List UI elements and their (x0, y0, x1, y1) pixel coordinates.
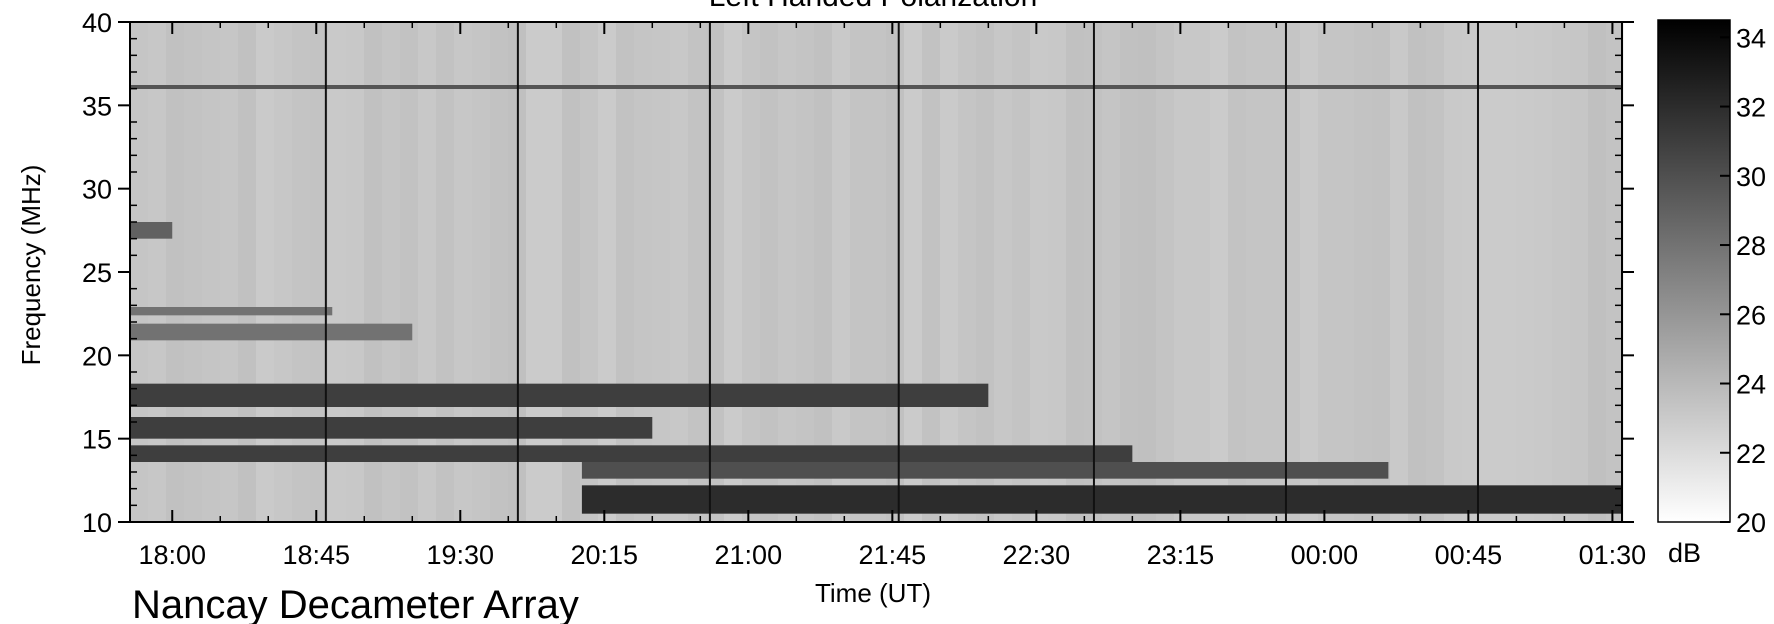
x-tick-label: 22:30 (1003, 540, 1071, 570)
emission-band (130, 222, 173, 239)
spectrogram-column (1480, 22, 1498, 522)
spectrogram-column (1138, 22, 1156, 522)
emission-band (130, 307, 333, 316)
y-tick-label: 25 (82, 258, 112, 288)
x-tick-label: 00:45 (1435, 540, 1503, 570)
spectrogram-column (1516, 22, 1534, 522)
x-tick-label: 23:15 (1147, 540, 1215, 570)
spectrogram-column (1210, 22, 1228, 522)
x-tick-label: 21:45 (859, 540, 927, 570)
colorbar-tick-label: 28 (1736, 231, 1766, 261)
spectrogram-column (1354, 22, 1372, 522)
interference-line-36mhz (130, 85, 1622, 89)
spectrogram-column (1462, 22, 1480, 522)
spectrogram-column (1552, 22, 1570, 522)
spectrogram-column (1498, 22, 1516, 522)
spectrogram-column (1156, 22, 1174, 522)
colorbar-tick-label: 24 (1736, 370, 1766, 400)
x-tick-label: 19:30 (426, 540, 494, 570)
spectrogram-column (1030, 22, 1048, 522)
spectrogram-column (1570, 22, 1588, 522)
colorbar-frame (1657, 19, 1731, 523)
colorbar-label: dB (1668, 538, 1701, 568)
colorbar-tick-label: 20 (1736, 508, 1766, 538)
spectrogram-column (1102, 22, 1120, 522)
spectrogram-column (1408, 22, 1426, 522)
colorbar-tick-label: 34 (1736, 23, 1766, 53)
spectrogram-column (1048, 22, 1066, 522)
colorbar-tick-label: 26 (1736, 300, 1766, 330)
y-axis: 10 15 20 25 30 35 40 (82, 8, 1634, 538)
y-tick-label: 20 (82, 341, 112, 371)
y-tick-label: 10 (82, 508, 112, 538)
spectrogram-column (1390, 22, 1408, 522)
spectrogram-column (1606, 22, 1624, 522)
instrument-name: Nancay Decameter Array (132, 583, 579, 624)
x-tick-label: 18:45 (282, 540, 350, 570)
emission-bands (130, 222, 1623, 514)
spectrogram-column (1444, 22, 1462, 522)
colorbar-ticks: 20 22 24 26 28 30 32 34 (1720, 23, 1766, 538)
colorbar-tick-label: 22 (1736, 439, 1766, 469)
spectrogram-column (1372, 22, 1390, 522)
chart-title: Left Handed Polarization (709, 0, 1038, 13)
y-tick-label: 30 (82, 175, 112, 205)
x-tick-label: 01:30 (1579, 540, 1647, 570)
colorbar-tick-label: 30 (1736, 162, 1766, 192)
colorbar-tick-label: 32 (1736, 93, 1766, 123)
x-tick-label: 20:15 (571, 540, 639, 570)
spectrogram-column (1318, 22, 1336, 522)
colorbar (1658, 20, 1730, 522)
spectrogram-column (1012, 22, 1030, 522)
emission-band (130, 445, 1133, 462)
emission-band (581, 462, 1389, 479)
x-tick-label: 00:00 (1291, 540, 1359, 570)
y-axis-label: Frequency (MHz) (16, 165, 46, 366)
spectrogram-column (1426, 22, 1444, 522)
spectrogram-column (1246, 22, 1264, 522)
spectrogram-column (1300, 22, 1318, 522)
spectrogram-column (1228, 22, 1246, 522)
emission-band (130, 383, 989, 407)
spectrogram-column (994, 22, 1012, 522)
spectrogram-column (1174, 22, 1192, 522)
emission-band (130, 323, 413, 341)
spectrogram-column (1336, 22, 1354, 522)
spectrogram-column (1066, 22, 1084, 522)
spectrogram-column (1588, 22, 1606, 522)
x-axis: 18:00 18:45 19:30 20:15 21:00 21:45 22:30 23:15… (138, 22, 1646, 570)
spectrogram-area (130, 22, 1624, 522)
spectrogram-column (1192, 22, 1210, 522)
y-tick-label: 35 (82, 91, 112, 121)
y-tick-label: 40 (82, 8, 112, 38)
y-tick-label: 15 (82, 425, 112, 455)
spectrogram-column (1264, 22, 1282, 522)
x-tick-label: 21:00 (715, 540, 783, 570)
spectrogram-column (1534, 22, 1552, 522)
calibration-lines (324, 22, 1479, 522)
emission-band (130, 417, 653, 439)
emission-band (581, 485, 1623, 514)
spectrogram-column (1120, 22, 1138, 522)
spectrogram-column (1282, 22, 1300, 522)
x-tick-label: 18:00 (138, 540, 206, 570)
x-axis-label: Time (UT) (815, 578, 931, 608)
